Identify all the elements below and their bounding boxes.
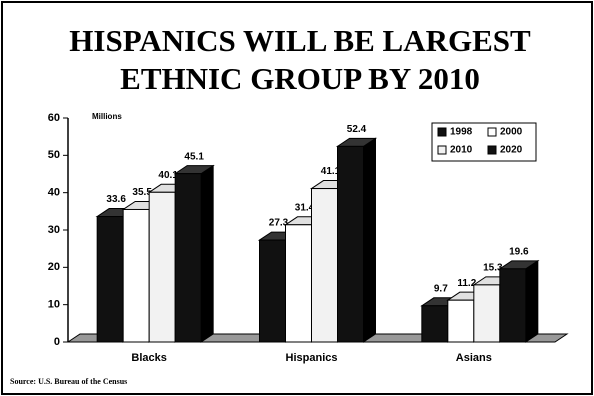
bar-side [200, 164, 214, 343]
y-tick-label: 60 [48, 112, 60, 124]
x-tick-label: Blacks [131, 352, 166, 364]
legend-swatch [487, 127, 497, 137]
value-label: 9.7 [434, 283, 448, 294]
y-tick-label: 10 [48, 299, 60, 311]
y-tick-label: 20 [48, 261, 60, 273]
bar [148, 191, 176, 343]
y-tick-label: 50 [48, 149, 60, 161]
legend-box [431, 122, 537, 162]
value-label: 41.1 [321, 166, 341, 177]
value-label: 11.2 [457, 278, 476, 289]
legend-label: 2020 [500, 145, 523, 156]
bar [285, 224, 312, 343]
chart-title: HISPANICS WILL BE LARGEST [69, 23, 531, 58]
source: Source: U.S. Bureau of the Census [10, 377, 127, 386]
bar [499, 268, 527, 343]
legend-label: 2010 [450, 145, 473, 156]
bar [473, 284, 501, 343]
bar [421, 305, 449, 343]
y-tick-label: 40 [48, 187, 60, 199]
value-label: 40.1 [158, 170, 178, 181]
value-label: 19.6 [509, 246, 529, 257]
legend-swatch [487, 145, 497, 155]
value-label: 27.3 [269, 218, 289, 229]
value-label: 15.3 [483, 263, 503, 274]
y-axis-label: Millions [92, 112, 122, 121]
legend-swatch [437, 127, 447, 137]
bar [447, 299, 475, 343]
value-label: 31.4 [295, 202, 315, 213]
y-tick-label: 30 [48, 224, 60, 236]
value-label: 52.4 [347, 124, 367, 135]
bar-side [525, 259, 539, 343]
bar [259, 239, 286, 343]
bar [337, 145, 364, 343]
value-label: 33.6 [106, 194, 126, 205]
legend-label: 2000 [500, 127, 523, 138]
legend-swatch [437, 145, 447, 155]
x-tick-label: Hispanics [286, 352, 338, 364]
bar [96, 216, 124, 343]
value-label: 35.5 [132, 187, 152, 198]
bar-side [363, 137, 376, 343]
bar [311, 188, 338, 343]
chart-title: ETHNIC GROUP BY 2010 [120, 61, 480, 96]
value-label: 45.1 [184, 151, 204, 162]
bar [122, 208, 150, 343]
x-tick-label: Asians [456, 352, 492, 364]
bar [174, 173, 202, 343]
legend-label: 1998 [450, 127, 473, 138]
y-tick-label: 0 [54, 336, 60, 348]
